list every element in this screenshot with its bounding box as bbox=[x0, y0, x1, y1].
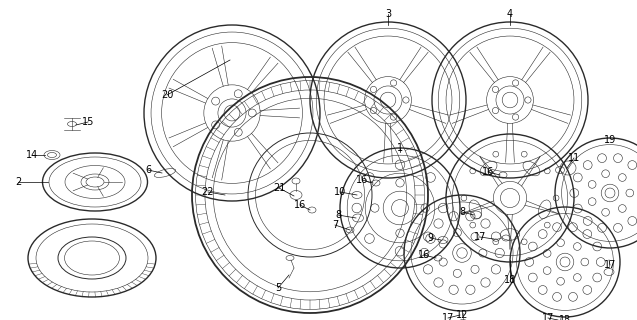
Text: 20: 20 bbox=[161, 90, 173, 100]
Text: 9: 9 bbox=[427, 233, 433, 243]
Text: 6: 6 bbox=[145, 165, 151, 175]
Text: 12: 12 bbox=[456, 310, 468, 320]
Text: 16: 16 bbox=[356, 175, 368, 185]
Text: 16: 16 bbox=[294, 200, 306, 210]
Text: 17: 17 bbox=[442, 313, 454, 320]
Text: 17: 17 bbox=[542, 313, 554, 320]
Text: 8: 8 bbox=[459, 207, 465, 217]
Text: 4: 4 bbox=[507, 9, 513, 19]
Text: 2: 2 bbox=[15, 177, 21, 187]
Text: 16: 16 bbox=[482, 167, 494, 177]
Text: 5: 5 bbox=[275, 283, 281, 293]
Text: 7: 7 bbox=[332, 220, 338, 230]
Text: 3: 3 bbox=[385, 9, 391, 19]
Text: 16: 16 bbox=[418, 250, 430, 260]
Text: 8: 8 bbox=[335, 210, 341, 220]
Text: 22: 22 bbox=[202, 187, 214, 197]
Text: 10: 10 bbox=[334, 187, 346, 197]
Text: 21: 21 bbox=[273, 183, 285, 193]
Text: 17: 17 bbox=[474, 232, 486, 242]
Text: 18: 18 bbox=[504, 275, 516, 285]
Text: 17: 17 bbox=[604, 260, 616, 270]
Text: 15: 15 bbox=[82, 117, 94, 127]
Text: 13: 13 bbox=[559, 315, 571, 320]
Text: 14: 14 bbox=[26, 150, 38, 160]
Text: 19: 19 bbox=[604, 135, 616, 145]
Text: 1: 1 bbox=[397, 143, 403, 153]
Text: 11: 11 bbox=[568, 153, 580, 163]
